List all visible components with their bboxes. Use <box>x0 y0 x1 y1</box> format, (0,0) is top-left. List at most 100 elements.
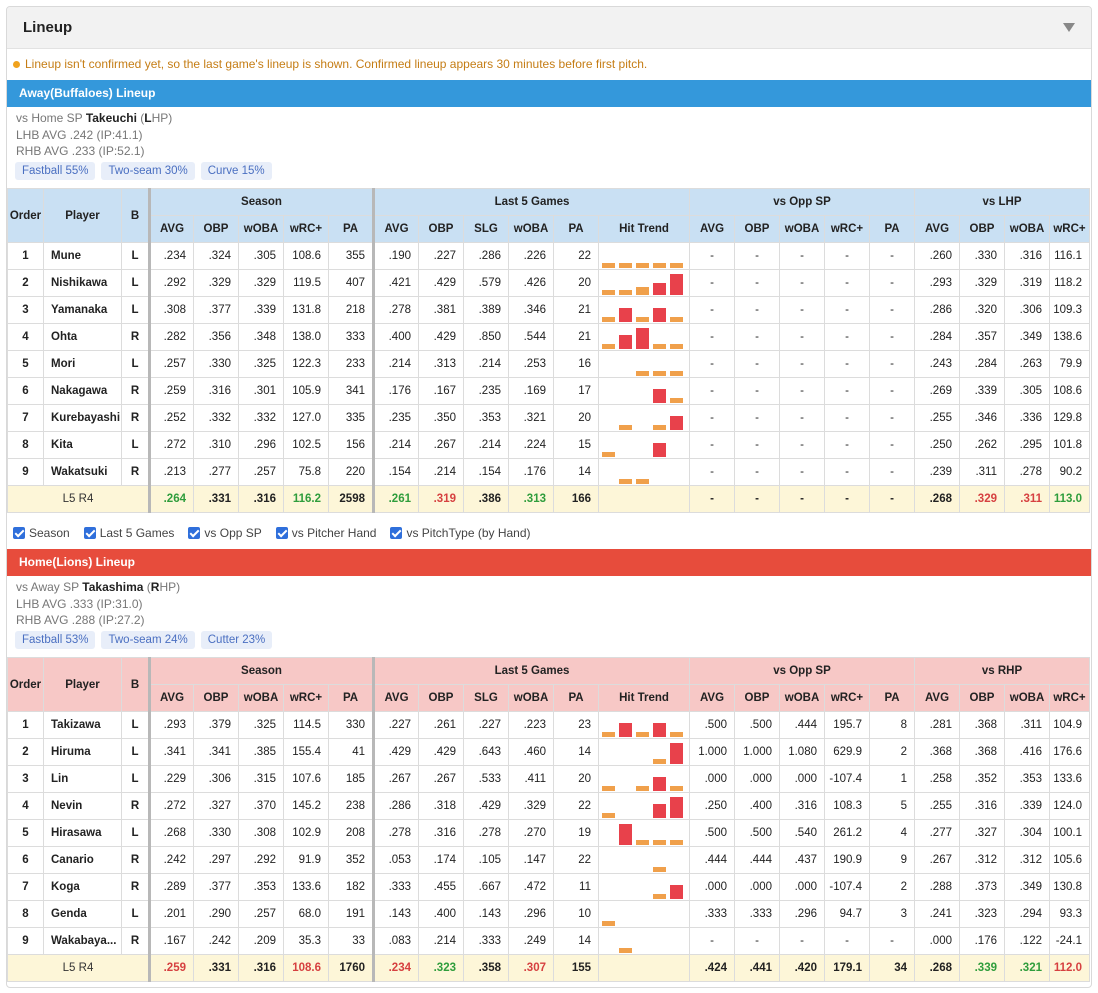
col-header-opp-avg[interactable]: AVG <box>689 684 735 712</box>
checkbox-checked-icon[interactable] <box>275 527 288 539</box>
col-header-opp-wrc-plus[interactable]: wRC+ <box>824 215 870 243</box>
last5-stat: .214 <box>418 927 464 955</box>
home-sp-name[interactable]: Takashima <box>82 580 144 594</box>
col-header-bats[interactable]: B <box>121 657 150 712</box>
player-name[interactable]: Mune <box>43 242 122 270</box>
table-row[interactable]: 8 Genda L .201.290.257 68.0 191.143.400.143.2… <box>7 900 1090 928</box>
col-header-player[interactable]: Player <box>43 188 122 243</box>
col-header-order[interactable]: Order <box>7 657 44 712</box>
col-header-season-woba[interactable]: wOBA <box>238 684 284 712</box>
player-name[interactable]: Nishikawa <box>43 269 122 297</box>
table-row[interactable]: 6 Canario R .242.297.292 91.9 352.053.174.105… <box>7 846 1090 874</box>
col-header-last5-avg[interactable]: AVG <box>372 215 419 243</box>
checkbox-vs-opp-sp[interactable]: vs Opp SP <box>188 526 262 540</box>
table-row[interactable]: 9 Wakatsuki R .213.277.257 75.8 220.154.214.1… <box>7 458 1090 486</box>
col-header-opp-pa[interactable]: PA <box>869 215 915 243</box>
col-header-opp-pa[interactable]: PA <box>869 684 915 712</box>
table-row[interactable]: 1 Mune L .234.324.305 108.6 355.190.227.286.2… <box>7 242 1090 270</box>
col-header-last5-pa[interactable]: PA <box>553 215 599 243</box>
table-row[interactable]: 7 Koga R .289.377.353 133.6 182.333.455.667.4… <box>7 873 1090 901</box>
col-header-season-woba[interactable]: wOBA <box>238 215 284 243</box>
col-header-last5-slg[interactable]: SLG <box>463 684 509 712</box>
col-header-hand-wrc-plus[interactable]: wRC+ <box>1049 684 1090 712</box>
col-header-order[interactable]: Order <box>7 188 44 243</box>
col-header-season-wrc-plus[interactable]: wRC+ <box>283 215 329 243</box>
col-header-last5-woba[interactable]: wOBA <box>508 684 554 712</box>
player-name[interactable]: Yamanaka <box>43 296 122 324</box>
col-header-season-obp[interactable]: OBP <box>193 684 239 712</box>
col-header-opp-obp[interactable]: OBP <box>734 684 780 712</box>
player-name[interactable]: Wakabaya... <box>43 927 122 955</box>
checkbox-checked-icon[interactable] <box>390 527 403 539</box>
col-header-last5-pa[interactable]: PA <box>553 684 599 712</box>
player-name[interactable]: Nevin <box>43 792 122 820</box>
table-row[interactable]: 3 Yamanaka L .308.377.339 131.8 218.278.381.3… <box>7 296 1090 324</box>
player-name[interactable]: Genda <box>43 900 122 928</box>
last5-stat: .190 <box>372 242 419 270</box>
col-header-opp-wrc-plus[interactable]: wRC+ <box>824 684 870 712</box>
col-header-season-avg[interactable]: AVG <box>148 684 194 712</box>
player-name[interactable]: Koga <box>43 873 122 901</box>
table-row[interactable]: 7 Kurebayashi R .252.332.332 127.0 335.235.35… <box>7 404 1090 432</box>
player-name[interactable]: Mori <box>43 350 122 378</box>
col-header-last5-obp[interactable]: OBP <box>418 215 464 243</box>
col-header-season-pa[interactable]: PA <box>328 215 374 243</box>
table-row[interactable]: 5 Mori L .257.330.325 122.3 233.214.313.214.2… <box>7 350 1090 378</box>
col-header-bats[interactable]: B <box>121 188 150 243</box>
col-header-last5-slg[interactable]: SLG <box>463 215 509 243</box>
table-row[interactable]: 2 Hiruma L .341.341.385 155.4 41.429.429.643.… <box>7 738 1090 766</box>
col-header-last5-woba[interactable]: wOBA <box>508 215 554 243</box>
col-header-last5-avg[interactable]: AVG <box>372 684 419 712</box>
collapse-caret-icon[interactable] <box>1063 23 1075 32</box>
player-name[interactable]: Canario <box>43 846 122 874</box>
col-header-last5-hit-trend[interactable]: Hit Trend <box>598 684 690 712</box>
checkbox-checked-icon[interactable] <box>13 527 25 539</box>
player-name[interactable]: Kurebayashi <box>43 404 122 432</box>
col-header-hand-woba[interactable]: wOBA <box>1004 215 1050 243</box>
col-header-season-wrc-plus[interactable]: wRC+ <box>283 684 329 712</box>
col-header-opp-obp[interactable]: OBP <box>734 215 780 243</box>
checkbox-vs-pitchtype[interactable]: vs PitchType (by Hand) <box>390 526 531 540</box>
col-header-last5-hit-trend[interactable]: Hit Trend <box>598 215 690 243</box>
player-name[interactable]: Nakagawa <box>43 377 122 405</box>
col-header-hand-wrc-plus[interactable]: wRC+ <box>1049 215 1090 243</box>
col-header-season-obp[interactable]: OBP <box>193 215 239 243</box>
table-row[interactable]: 8 Kita L .272.310.296 102.5 156.214.267.214.2… <box>7 431 1090 459</box>
player-name[interactable]: Takizawa <box>43 711 122 739</box>
away-sp-name[interactable]: Takeuchi <box>85 111 137 125</box>
col-header-opp-avg[interactable]: AVG <box>689 215 735 243</box>
table-row[interactable]: 4 Nevin R .272.327.370 145.2 238.286.318.429.… <box>7 792 1090 820</box>
table-row[interactable]: 1 Takizawa L .293.379.325 114.5 330.227.261.2… <box>7 711 1090 739</box>
checkbox-last5[interactable]: Last 5 Games <box>83 526 174 540</box>
player-name[interactable]: Hiruma <box>43 738 122 766</box>
table-row[interactable]: 3 Lin L .229.306.315 107.6 185.267.267.533.41… <box>7 765 1090 793</box>
season-stat: 68.0 <box>283 900 329 928</box>
col-header-opp-woba[interactable]: wOBA <box>779 684 825 712</box>
col-header-hand-obp[interactable]: OBP <box>959 215 1005 243</box>
col-header-hand-obp[interactable]: OBP <box>959 684 1005 712</box>
player-name[interactable]: Wakatsuki <box>43 458 122 486</box>
col-header-season-pa[interactable]: PA <box>328 684 374 712</box>
col-header-hand-woba[interactable]: wOBA <box>1004 684 1050 712</box>
col-header-player[interactable]: Player <box>43 657 122 712</box>
col-header-hand-avg[interactable]: AVG <box>914 684 960 712</box>
col-header-last5-obp[interactable]: OBP <box>418 684 464 712</box>
summary-season-stat: 108.6 <box>283 954 329 982</box>
player-name[interactable]: Lin <box>43 765 122 793</box>
table-row[interactable]: 6 Nakagawa R .259.316.301 105.9 341.176.167.2… <box>7 377 1090 405</box>
table-row[interactable]: 9 Wakabaya... R .167.242.209 35.3 33.083.214.… <box>7 927 1090 955</box>
checkbox-vs-pitcher-hand[interactable]: vs Pitcher Hand <box>275 526 376 540</box>
col-header-hand-avg[interactable]: AVG <box>914 215 960 243</box>
table-row[interactable]: 4 Ohta R .282.356.348 138.0 333.400.429.850.5… <box>7 323 1090 351</box>
panel-header[interactable]: Lineup <box>7 7 1091 49</box>
player-name[interactable]: Kita <box>43 431 122 459</box>
checkbox-season[interactable]: Season <box>13 526 70 540</box>
table-row[interactable]: 2 Nishikawa L .292.329.329 119.5 407.421.429.… <box>7 269 1090 297</box>
col-header-season-avg[interactable]: AVG <box>148 215 194 243</box>
player-name[interactable]: Hirasawa <box>43 819 122 847</box>
player-name[interactable]: Ohta <box>43 323 122 351</box>
table-row[interactable]: 5 Hirasawa L .268.330.308 102.9 208.278.316.2… <box>7 819 1090 847</box>
col-header-opp-woba[interactable]: wOBA <box>779 215 825 243</box>
checkbox-checked-icon[interactable] <box>188 527 201 539</box>
checkbox-checked-icon[interactable] <box>83 527 96 539</box>
